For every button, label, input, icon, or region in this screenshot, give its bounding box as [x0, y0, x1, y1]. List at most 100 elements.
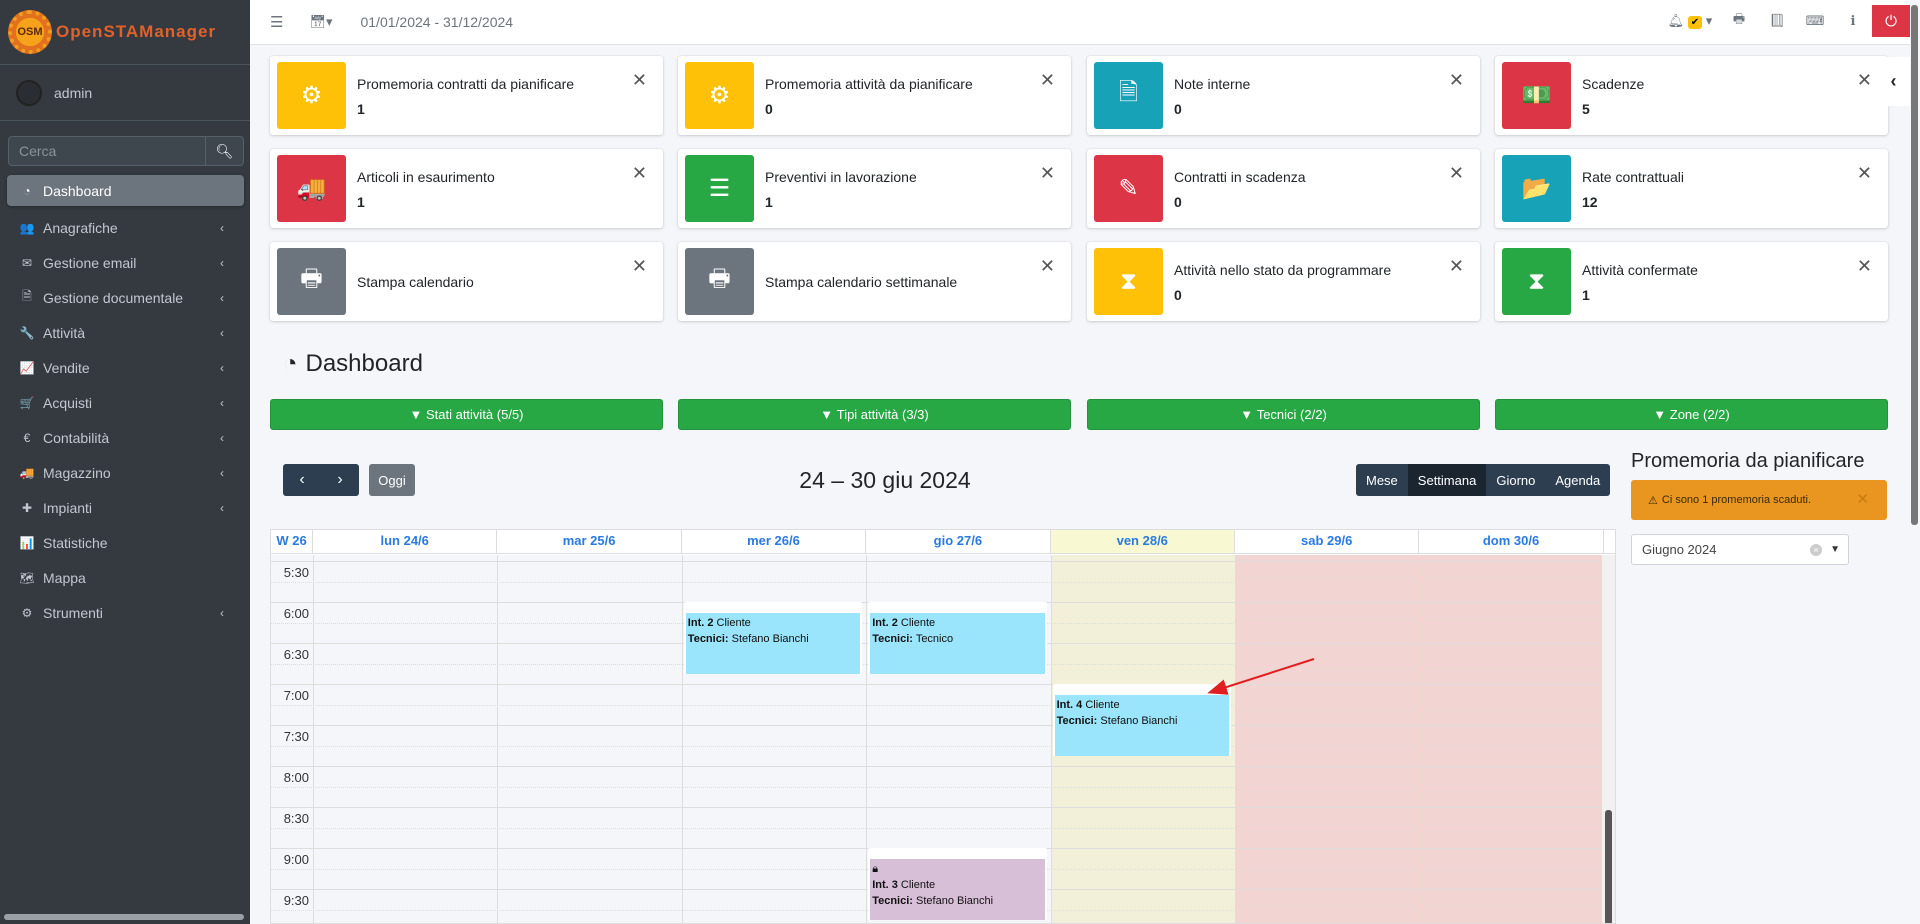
day-header[interactable]: lun 24/6 — [313, 530, 498, 553]
close-icon[interactable]: ✕ — [631, 256, 647, 276]
card-value: 0 — [1174, 194, 1182, 210]
page-scrollbar[interactable] — [1910, 0, 1920, 924]
calendar-scrollbar[interactable] — [1602, 555, 1615, 923]
keyboard-icon[interactable]: ⌨ — [1805, 13, 1825, 28]
chevron-left-icon: ‹ — [220, 290, 224, 305]
calendar-event[interactable]: Int. 4 Cliente Tecnici: Stefano Bianchi — [1052, 684, 1231, 756]
close-icon[interactable]: ✕ — [1856, 256, 1872, 276]
filter-button[interactable]: ▼ Stati attività (5/5) — [270, 399, 663, 430]
day-column[interactable] — [681, 555, 866, 923]
logo[interactable]: OSM OpenSTAManager — [0, 0, 250, 65]
day-column[interactable] — [1419, 555, 1604, 923]
alert-close-icon[interactable]: ✕ — [1856, 491, 1869, 508]
print-icon[interactable]: 🖶 — [1732, 11, 1746, 26]
filter-button[interactable]: ▼ Tipi attività (3/3) — [678, 399, 1071, 430]
day-header[interactable]: mer 26/6 — [682, 530, 867, 553]
calendar-event[interactable]: 🔒︎ Int. 3 Cliente Tecnici: Stefano Bianchi — [868, 848, 1047, 920]
user-name[interactable]: admin — [54, 84, 93, 101]
close-icon[interactable]: ✕ — [1448, 70, 1464, 90]
calendar-event[interactable]: Int. 2 Cliente Tecnici: Tecnico — [868, 602, 1047, 674]
view-settimana[interactable]: Settimana — [1407, 464, 1487, 496]
chevron-left-icon: ‹ — [220, 255, 224, 270]
dashboard-icon: ◔ — [283, 350, 298, 377]
info-card[interactable]: ☰ Preventivi in lavorazione 1 ✕ — [678, 149, 1071, 228]
logout-button[interactable]: ⏻ — [1872, 5, 1910, 37]
day-header[interactable]: ven 28/6 — [1050, 530, 1235, 553]
slot-line — [271, 745, 1604, 747]
menu-toggle-icon[interactable]: ☰ — [270, 14, 284, 31]
day-header[interactable]: gio 27/6 — [866, 530, 1051, 553]
date-range[interactable]: 01/01/2024 - 31/12/2024 — [360, 14, 514, 30]
line-chart-icon: 📈 — [19, 360, 35, 375]
calendar-event[interactable]: Int. 2 Cliente Tecnici: Stefano Bianchi — [683, 602, 863, 674]
close-icon[interactable]: ✕ — [1856, 163, 1872, 183]
next-button[interactable]: › — [321, 464, 359, 496]
day-column[interactable] — [497, 555, 681, 923]
day-header[interactable]: mar 25/6 — [497, 530, 682, 553]
prev-button[interactable]: ‹ — [283, 464, 321, 496]
info-card[interactable]: ⚙ Promemoria attività da pianificare 0 ✕ — [678, 56, 1071, 135]
view-giorno[interactable]: Giorno — [1486, 464, 1546, 496]
chevron-left-icon: ‹ — [220, 325, 224, 340]
sidebar-item-contabilit-[interactable]: € Contabilità ‹ — [7, 420, 244, 455]
sidebar-item-gestione-documentale[interactable]: 🗎 Gestione documentale ‹ — [7, 280, 244, 315]
time-label: 9:00 — [283, 852, 309, 867]
sidebar-item-vendite[interactable]: 📈 Vendite ‹ — [7, 350, 244, 385]
today-button[interactable]: Oggi — [369, 464, 415, 496]
day-column[interactable] — [1235, 555, 1420, 923]
info-card[interactable]: ⧗ Attività confermate 1 ✕ — [1495, 242, 1888, 321]
search-button[interactable]: 🔍︎ — [205, 137, 243, 165]
page-title: ◔ Dashboard — [283, 350, 423, 377]
info-card[interactable]: 💵 Scadenze 5 ✕ — [1495, 56, 1888, 135]
info-card[interactable]: 🖶 Stampa calendario settimanale ✕ — [678, 242, 1071, 321]
calendar-dropdown-icon[interactable]: 📅︎▾ — [309, 14, 333, 29]
info-card[interactable]: 🖶 Stampa calendario ✕ — [270, 242, 663, 321]
info-card[interactable]: ⚙ Promemoria contratti da pianificare 1 … — [270, 56, 663, 135]
close-icon[interactable]: ✕ — [1039, 256, 1055, 276]
close-icon[interactable]: ✕ — [631, 163, 647, 183]
sidebar-scrollbar[interactable] — [4, 914, 244, 920]
card-title: Attività confermate — [1582, 262, 1698, 278]
close-icon[interactable]: ✕ — [631, 70, 647, 90]
close-icon[interactable]: ✕ — [1039, 163, 1055, 183]
close-icon[interactable]: ✕ — [1448, 256, 1464, 276]
close-icon[interactable]: ✕ — [1039, 70, 1055, 90]
filter-button[interactable]: ▼ Tecnici (2/2) — [1087, 399, 1480, 430]
close-icon[interactable]: ✕ — [1856, 70, 1872, 90]
time-label: 7:30 — [283, 729, 309, 744]
control-sidebar-toggle[interactable]: ‹ — [1877, 57, 1910, 106]
sidebar-item-impianti[interactable]: ✚ Impianti ‹ — [7, 490, 244, 525]
day-column[interactable] — [313, 555, 497, 923]
sidebar-item-strumenti[interactable]: ⚙ Strumenti ‹ — [7, 595, 244, 630]
view-mese[interactable]: Mese — [1356, 464, 1408, 496]
sidebar-item-mappa[interactable]: 🗺 Mappa — [19, 569, 86, 586]
sidebar-item-statistiche[interactable]: 📊 Statistiche — [19, 534, 108, 551]
sidebar-item-gestione-email[interactable]: ✉ Gestione email ‹ — [7, 245, 244, 280]
truck-icon: 🚚 — [277, 155, 346, 222]
info-card[interactable]: 🚚 Articoli in esaurimento 1 ✕ — [270, 149, 663, 228]
sidebar-item-acquisti[interactable]: 🛒 Acquisti ‹ — [7, 385, 244, 420]
book-icon[interactable]: 📕︎ — [1768, 13, 1786, 28]
info-card[interactable]: 🗎 Note interne 0 ✕ — [1087, 56, 1480, 135]
clear-icon[interactable]: × — [1810, 544, 1822, 556]
month-select[interactable]: Giugno 2024 × ▼ — [1631, 534, 1849, 565]
user-panel[interactable]: admin — [0, 65, 250, 121]
notifications-button[interactable]: 🔔︎ ✔ ▾ — [1667, 13, 1713, 29]
info-card[interactable]: ✎ Contratti in scadenza 0 ✕ — [1087, 149, 1480, 228]
sidebar-item-dashboard[interactable]: ◔ Dashboard — [7, 175, 244, 206]
sidebar-item-anagrafiche[interactable]: 👥 Anagrafiche ‹ — [7, 210, 244, 245]
info-card[interactable]: ⧗ Attività nello stato da programmare 0 … — [1087, 242, 1480, 321]
day-column[interactable] — [866, 555, 1050, 923]
sidebar-item-attivit-[interactable]: 🔧 Attività ‹ — [7, 315, 244, 350]
day-header[interactable]: dom 30/6 — [1419, 530, 1604, 553]
day-header[interactable]: sab 29/6 — [1235, 530, 1420, 553]
filter-button[interactable]: ▼ Zone (2/2) — [1495, 399, 1888, 430]
calendar-body[interactable]: 5:30 6:00 6:30 7:00 7:30 8:00 8:30 9:00 9:30 Int.… — [271, 555, 1604, 923]
search-input[interactable] — [9, 137, 205, 165]
dropdown-icon[interactable]: ▼ — [1830, 544, 1840, 555]
view-agenda[interactable]: Agenda — [1545, 464, 1611, 496]
info-card[interactable]: 📂 Rate contrattuali 12 ✕ — [1495, 149, 1888, 228]
sidebar-item-magazzino[interactable]: 🚚 Magazzino ‹ — [7, 455, 244, 490]
info-icon[interactable]: i — [1850, 13, 1856, 29]
close-icon[interactable]: ✕ — [1448, 163, 1464, 183]
